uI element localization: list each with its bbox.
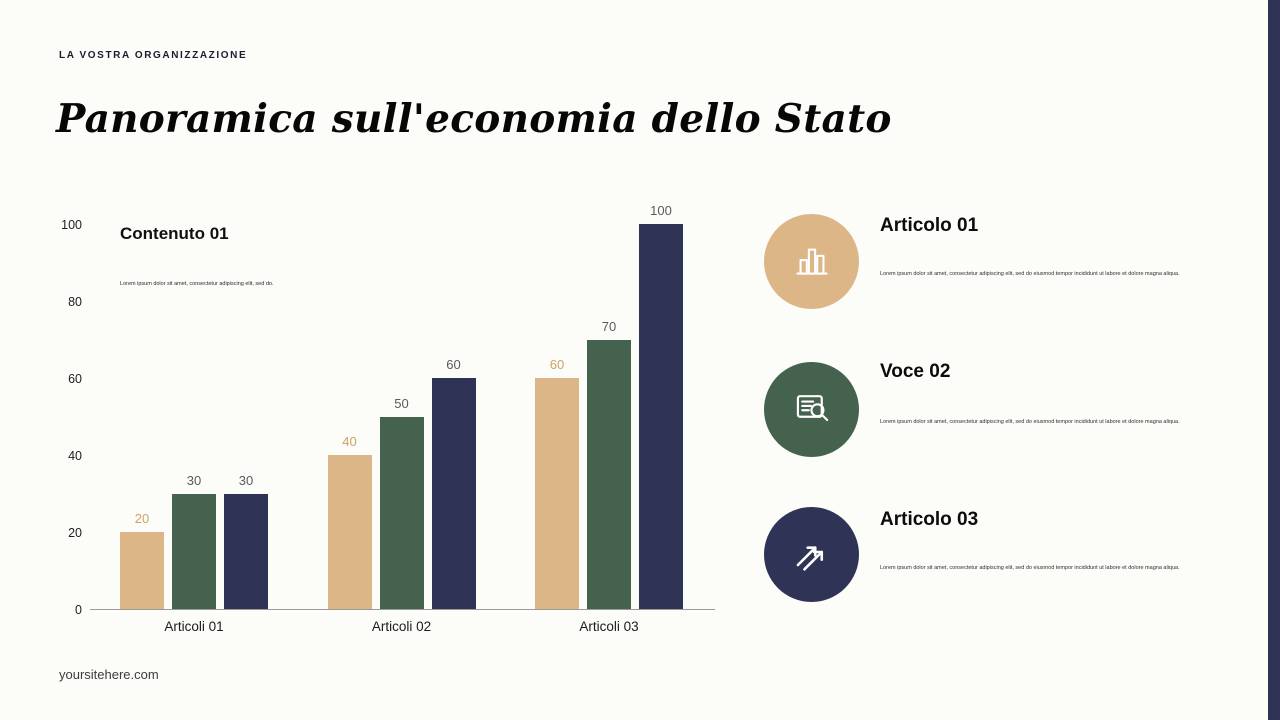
bar-group: 40 50 60 Articoli 02 [327, 357, 476, 634]
bar-value-label: 60 [446, 357, 461, 372]
bar-value-label: 60 [549, 357, 565, 372]
y-tick-label: 20 [68, 526, 82, 540]
item-text: Lorem ipsum dolor sit amet, consectetur … [880, 271, 1180, 277]
item-icon-circle [764, 507, 859, 602]
item-title: Voce 02 [880, 361, 951, 382]
y-tick-label: 0 [75, 603, 82, 617]
bar-group: 20 30 30 Articoli 01 [120, 473, 268, 634]
y-tick-label: 100 [61, 218, 82, 232]
column-chart-icon [787, 234, 837, 289]
y-tick-label: 60 [68, 372, 82, 386]
item-title: Articolo 03 [880, 509, 979, 530]
right-edge-strip [1268, 0, 1280, 720]
bar-group: 60 70 100 Articoli 03 [535, 203, 683, 634]
bar-value-label: 30 [186, 472, 202, 488]
chart-title: Contenuto 01 [120, 224, 229, 243]
bar: 30 [172, 473, 216, 609]
bar-value-label: 50 [394, 395, 409, 411]
bar: 60 [535, 357, 579, 609]
x-category-label: Articoli 03 [579, 619, 639, 634]
growth-arrows-icon [786, 526, 838, 583]
bar: 30 [224, 473, 268, 609]
item-icon-circle [764, 214, 859, 309]
bar-value-label: 40 [342, 434, 357, 449]
y-tick-label: 40 [68, 449, 82, 463]
item-text: Lorem ipsum dolor sit amet, consectetur … [880, 419, 1180, 425]
item-icon-circle [764, 362, 859, 457]
bar-value-label: 30 [238, 472, 254, 488]
chart-subtitle: Lorem ipsum dolor sit amet, consectetur … [120, 281, 274, 287]
bar: 40 [327, 434, 372, 609]
y-tick-label: 80 [68, 295, 82, 309]
bar: 60 [431, 357, 476, 609]
bar: 20 [120, 511, 164, 609]
organization-label: LA VOSTRA ORGANIZZAZIONE [59, 50, 248, 61]
bar-value-label: 100 [650, 203, 672, 218]
bar: 50 [379, 396, 424, 609]
item-text: Lorem ipsum dolor sit amet, consectetur … [880, 565, 1180, 571]
bar-chart-plot-area: 20 30 30 Articoli 01 40 50 60 Articoli 02 60 70 10… [90, 203, 715, 634]
x-category-label: Articoli 02 [371, 619, 432, 634]
bar: 70 [587, 319, 631, 609]
bar: 100 [639, 203, 683, 609]
website-link: yoursitehere.com [59, 667, 159, 682]
bar-value-label: 70 [601, 318, 617, 334]
item-title: Articolo 01 [880, 215, 979, 236]
page-title: Panoramica sull'economia dello Stato [56, 96, 892, 142]
news-magnifier-icon [786, 381, 838, 438]
x-category-label: Articoli 01 [164, 619, 224, 634]
bar-value-label: 20 [134, 511, 150, 526]
y-axis: 0 20 40 60 80 100 [46, 218, 82, 617]
